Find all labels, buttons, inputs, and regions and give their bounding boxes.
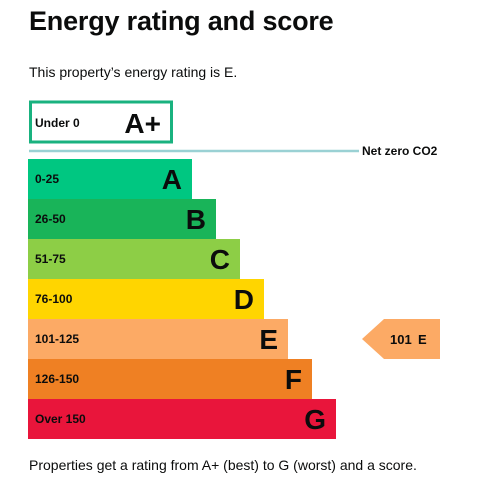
rating-bands: 0-25 A 26-50 B 51-75 C 76-100 D 101-125 E 126-150 F… [28, 159, 336, 439]
rating-band-bar [28, 359, 312, 399]
rating-band-range: 126-150 [35, 372, 79, 386]
rating-band-range: 26-50 [35, 212, 66, 226]
net-zero-marker: Net zero CO2 [29, 144, 438, 158]
current-rating-pointer: 101 E [362, 319, 440, 359]
rating-band-bar [28, 199, 216, 239]
rating-band-letter: D [234, 284, 254, 315]
rating-band-bar [28, 159, 192, 199]
rating-band-a: 0-25 A [28, 159, 192, 199]
rating-band-b: 26-50 B [28, 199, 216, 239]
rating-band-letter: B [186, 204, 206, 235]
rating-band-range: 101-125 [35, 332, 79, 346]
rating-band-bar [28, 399, 336, 439]
rating-band-letter: A [162, 164, 182, 195]
rating-band-g: Over 150 G [28, 399, 336, 439]
rating-explanation: Properties get a rating from A+ (best) t… [29, 457, 417, 473]
rating-band-letter: F [285, 364, 302, 395]
page-title: Energy rating and score [29, 6, 334, 36]
current-rating-letter: E [418, 332, 427, 347]
current-rating-arrow [362, 319, 440, 359]
rating-band-bar [28, 319, 288, 359]
rating-band-range: Over 150 [35, 412, 86, 426]
rating-band-range: 76-100 [35, 292, 73, 306]
rating-band-range: 0-25 [35, 172, 59, 186]
net-zero-label: Net zero CO2 [362, 144, 438, 158]
aplus-rating-box: Under 0 A+ [29, 100, 173, 144]
rating-band-letter: G [304, 404, 326, 435]
current-rating-score: 101 [390, 332, 412, 347]
rating-band-e: 101-125 E [28, 319, 288, 359]
rating-band-range: 51-75 [35, 252, 66, 266]
rating-band-bar [28, 279, 264, 319]
rating-band-letter: E [259, 324, 278, 355]
rating-band-c: 51-75 C [28, 239, 240, 279]
rating-band-bar [28, 239, 240, 279]
rating-band-f: 126-150 F [28, 359, 312, 399]
rating-band-d: 76-100 D [28, 279, 264, 319]
rating-summary: This property’s energy rating is E. [29, 64, 238, 80]
rating-band-letter: C [210, 244, 230, 275]
aplus-letter: A+ [124, 108, 161, 139]
aplus-box-outline [29, 100, 173, 144]
aplus-range-label: Under 0 [35, 116, 80, 130]
